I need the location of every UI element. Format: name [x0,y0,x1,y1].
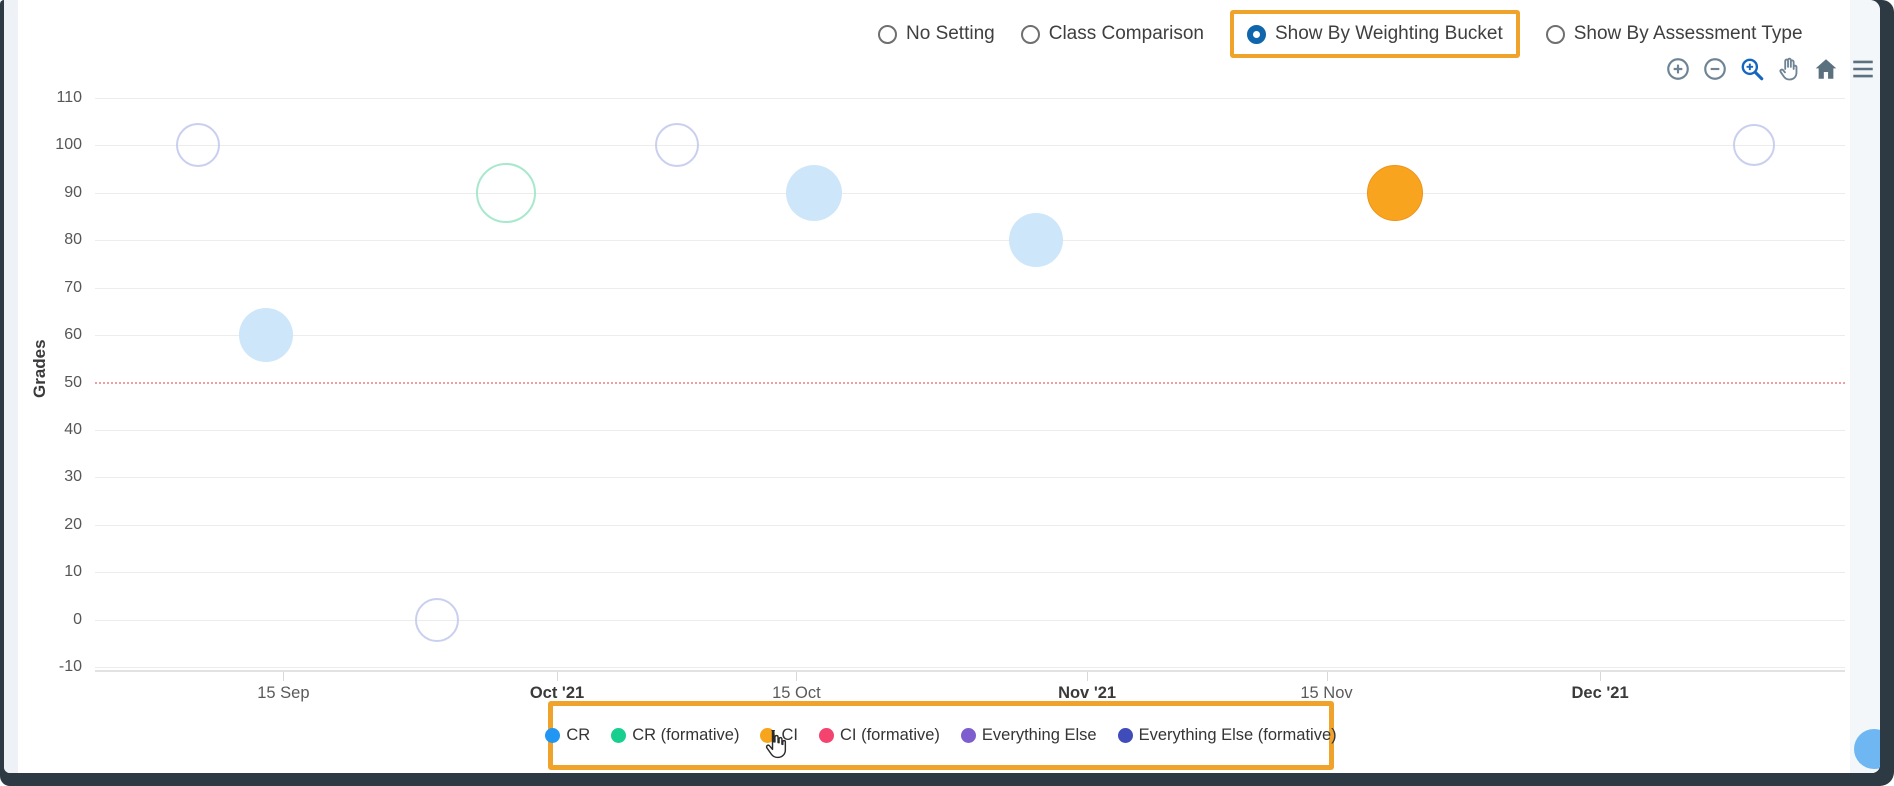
radio-label-show-by-weighting-bucket: Show By Weighting Bucket [1274,23,1503,44]
data-point-ci[interactable] [1366,164,1423,221]
legend-item-ci-formative-[interactable]: CI (formative) [818,726,940,745]
gridline [95,429,1845,431]
y-tick-label: 70 [64,278,82,296]
pan-hand-icon[interactable] [1776,56,1802,82]
data-point-everything-else-formative-[interactable] [654,123,699,168]
gridline [95,240,1845,242]
legend-label-cr-formative-: CR (formative) [632,726,740,744]
data-point-everything-else-formative-[interactable] [1733,124,1775,167]
x-tick-mark [796,672,798,681]
radio-circle-class-comparison[interactable] [1020,24,1040,44]
y-tick-label: 90 [64,183,82,201]
gridline [95,524,1845,526]
x-tick-mark [1326,672,1328,681]
legend-item-ci[interactable]: CI [760,726,798,745]
y-tick-label: 110 [56,89,82,106]
gridline [95,335,1845,337]
hand-pointer-cursor [765,730,787,759]
y-tick-label: 0 [73,610,82,628]
legend-label-ci-formative-: CI (formative) [839,726,940,744]
radio-circle-show-by-assessment-type[interactable] [1545,24,1565,44]
legend-label-ci: CI [781,726,798,744]
legend-label-cr: CR [566,726,591,744]
right-margin-strip [1850,0,1880,773]
legend-label-everything-else-formative-: Everything Else (formative) [1138,726,1337,744]
radio-option-class-comparison[interactable]: Class Comparison [1020,23,1204,45]
data-point-cr[interactable] [239,308,294,363]
gridline [95,287,1845,289]
gridline [95,619,1845,621]
legend-label-everything-else: Everything Else [981,726,1097,744]
x-axis-line [95,670,1845,672]
legend-item-everything-else[interactable]: Everything Else [960,726,1097,745]
view-mode-radio-group: No Setting Class Comparison Show By Weight… [878,6,1803,62]
x-tick-label: Oct '21 [529,684,585,702]
gridline [95,667,1845,668]
radio-circle-show-by-weighting-bucket[interactable] [1246,24,1266,44]
data-point-everything-else-formative-[interactable] [415,597,460,642]
data-point-cr[interactable] [785,164,842,221]
x-tick-label: 15 Sep [257,684,310,702]
radio-option-show-by-assessment-type[interactable]: Show By Assessment Type [1545,23,1803,45]
zoom-out-icon[interactable] [1702,56,1728,82]
y-tick-label: 50 [64,373,82,391]
y-tick-label: 100 [55,136,82,154]
data-point-cr-formative-[interactable] [475,162,536,223]
y-tick-label: 80 [64,231,82,249]
radio-label-no-setting: No Setting [906,23,995,44]
legend-dot-cr-formative- [611,728,627,743]
y-tick-label: 30 [64,468,82,486]
gridline [95,192,1845,194]
left-margin-strip [4,0,18,773]
floating-action-button[interactable] [1854,729,1880,769]
x-tick-label: 15 Oct [772,684,821,702]
x-tick-mark [557,672,558,681]
legend-item-cr-formative-[interactable]: CR (formative) [611,726,739,745]
chart-toolbar [1665,56,1876,82]
legend-dot-ci-formative- [818,728,834,743]
highlight-box: Show By Weighting Bucket [1229,10,1520,58]
box-zoom-icon[interactable] [1739,56,1765,82]
legend-box: CR CR (formative) CI CI (formative) Everythi… [545,701,1337,770]
menu-icon[interactable] [1850,56,1876,82]
x-tick-label: 15 Nov [1300,684,1353,702]
radio-label-show-by-assessment-type: Show By Assessment Type [1573,23,1803,44]
gridline [95,145,1845,147]
y-tick-label: -10 [58,658,82,675]
x-tick-mark [283,672,285,681]
legend-dot-everything-else [960,728,976,743]
radio-option-no-setting[interactable]: No Setting [878,23,995,45]
x-tick-label: Dec '21 [1571,684,1629,702]
y-tick-label: 10 [64,563,82,581]
legend-item-cr[interactable]: CR [545,726,590,745]
legend-dot-ci [760,728,776,743]
y-tick-label: 20 [64,515,82,533]
home-reset-icon[interactable] [1813,56,1839,82]
x-tick-mark [1600,672,1602,681]
legend-dot-everything-else-formative- [1117,728,1133,743]
gridline [95,477,1845,479]
zoom-in-icon[interactable] [1665,56,1691,82]
data-point-cr[interactable] [1008,213,1063,268]
gridline [95,572,1845,574]
window-content: No Setting Class Comparison Show By Weight… [4,0,1880,773]
legend-dot-cr [545,728,561,743]
y-tick-label: 60 [64,326,82,344]
x-tick-mark [1087,672,1089,681]
gridline [95,98,1845,99]
radio-label-class-comparison: Class Comparison [1048,23,1204,44]
y-tick-label: 40 [64,420,82,438]
x-tick-label: Nov '21 [1058,684,1117,702]
legend-item-everything-else-formative-[interactable]: Everything Else (formative) [1117,726,1337,745]
data-point-everything-else-formative-[interactable] [175,123,220,168]
threshold-gridline [95,381,1845,384]
radio-circle-no-setting[interactable] [878,24,897,44]
radio-option-show-by-weighting-bucket[interactable]: Show By Weighting Bucket [1246,23,1503,45]
